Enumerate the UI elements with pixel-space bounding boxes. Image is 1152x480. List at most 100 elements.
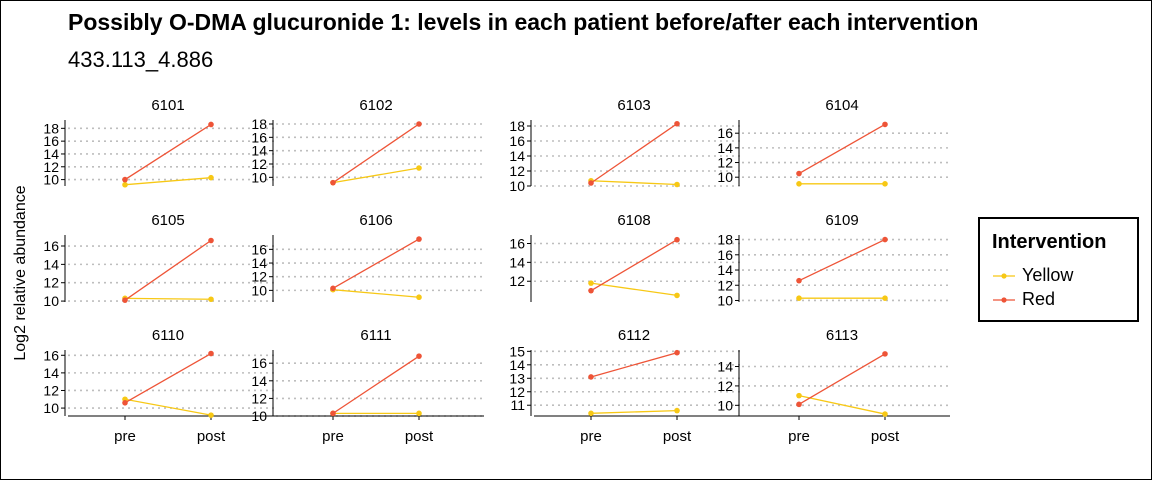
x-tick-label: post — [663, 428, 692, 445]
y-tick-label: 16 — [251, 129, 267, 145]
point-yellow-pre — [796, 295, 802, 301]
y-tick-label: 16 — [43, 133, 59, 149]
point-yellow-pre — [122, 181, 128, 188]
y-tick-label: 18 — [509, 118, 525, 134]
point-red-pre — [796, 401, 802, 408]
y-tick-label: 15 — [509, 343, 525, 359]
legend-title: Intervention — [992, 231, 1107, 253]
facet-label: 6101 — [151, 97, 184, 114]
y-tick-label: 12 — [43, 159, 59, 175]
point-yellow-pre — [796, 181, 802, 187]
y-tick-label: 10 — [251, 282, 267, 298]
facet-label: 6112 — [618, 327, 650, 344]
y-tick-label: 10 — [509, 178, 525, 194]
facet-label: 6109 — [825, 212, 858, 229]
series-line-red — [332, 238, 420, 289]
y-tick-label: 10 — [717, 397, 733, 413]
x-tick-label: post — [197, 428, 226, 445]
y-tick-label: 10 — [251, 169, 267, 185]
y-tick-label: 10 — [43, 172, 59, 188]
point-red-post — [674, 349, 680, 356]
point-yellow-post — [416, 165, 422, 171]
point-red-post — [882, 236, 888, 243]
x-tick-label: pre — [322, 428, 344, 445]
point-red-pre — [588, 180, 594, 186]
y-tick-label: 14 — [717, 262, 733, 278]
y-tick-label: 18 — [43, 120, 59, 136]
point-red-post — [674, 120, 680, 127]
legend-label-yellow: Yellow — [1022, 265, 1074, 285]
facet-label: 6113 — [826, 327, 858, 344]
point-red-pre — [588, 374, 594, 380]
point-red-post — [208, 121, 214, 128]
point-yellow-post — [416, 294, 422, 301]
point-red-post — [416, 236, 422, 242]
y-tick-label: 14 — [251, 143, 267, 159]
x-tick-label: post — [405, 428, 434, 445]
facet-label: 6110 — [152, 327, 184, 344]
y-tick-label: 18 — [251, 116, 267, 132]
y-tick-label: 14 — [717, 140, 733, 156]
point-yellow-pre — [588, 280, 594, 286]
y-tick-label: 14 — [251, 373, 267, 389]
y-tick-label: 14 — [43, 256, 59, 272]
point-red-pre — [330, 410, 336, 417]
y-tick-label: 16 — [509, 133, 525, 149]
point-red-pre — [796, 277, 802, 284]
series-line-yellow — [124, 177, 212, 186]
x-tick-label: pre — [788, 428, 810, 445]
x-tick-label: pre — [114, 428, 136, 445]
y-tick-label: 10 — [717, 292, 733, 308]
point-red-post — [882, 121, 888, 128]
y-tick-label: 16 — [717, 247, 733, 263]
point-yellow-post — [674, 407, 680, 414]
series-line-red — [590, 352, 678, 378]
legend-key-red — [993, 297, 1015, 303]
y-tick-label: 14 — [509, 148, 525, 164]
point-yellow-post — [882, 295, 888, 301]
chart-title: Possibly O-DMA glucuronide 1: levels in … — [68, 9, 979, 35]
series-line-red — [590, 239, 678, 292]
facet-panel-6113: 6113 10 12 14 pre post — [717, 327, 950, 445]
series-line-yellow — [124, 398, 212, 416]
y-tick-label: 14 — [509, 357, 525, 373]
point-red-pre — [796, 170, 802, 177]
series-line-red — [798, 238, 886, 282]
y-tick-label: 12 — [509, 273, 525, 289]
x-tick-label: pre — [580, 428, 602, 445]
point-red-post — [674, 236, 680, 243]
y-tick-label: 12 — [251, 156, 267, 172]
series-line-yellow — [124, 297, 212, 300]
series-line-yellow — [590, 180, 678, 186]
y-tick-label: 16 — [251, 241, 267, 257]
y-tick-label: 12 — [717, 155, 733, 171]
y-tick-label: 10 — [43, 293, 59, 309]
y-tick-label: 16 — [509, 235, 525, 251]
point-red-post — [208, 237, 214, 244]
facet-label: 6108 — [617, 212, 650, 229]
point-yellow-post — [674, 181, 680, 188]
series-line-red — [332, 123, 420, 184]
facet-label: 6105 — [151, 212, 184, 229]
y-tick-label: 12 — [43, 275, 59, 291]
series-line-red — [124, 239, 212, 301]
legend-key-yellow — [993, 273, 1015, 279]
point-red-pre — [122, 176, 128, 183]
y-tick-label: 14 — [43, 146, 59, 162]
series-line-red — [798, 353, 886, 405]
point-red-post — [882, 351, 888, 357]
y-tick-label: 14 — [251, 255, 267, 271]
y-tick-label: 13 — [509, 370, 525, 386]
series-line-red — [124, 352, 212, 404]
point-yellow-post — [208, 174, 214, 181]
point-yellow-post — [208, 412, 214, 418]
